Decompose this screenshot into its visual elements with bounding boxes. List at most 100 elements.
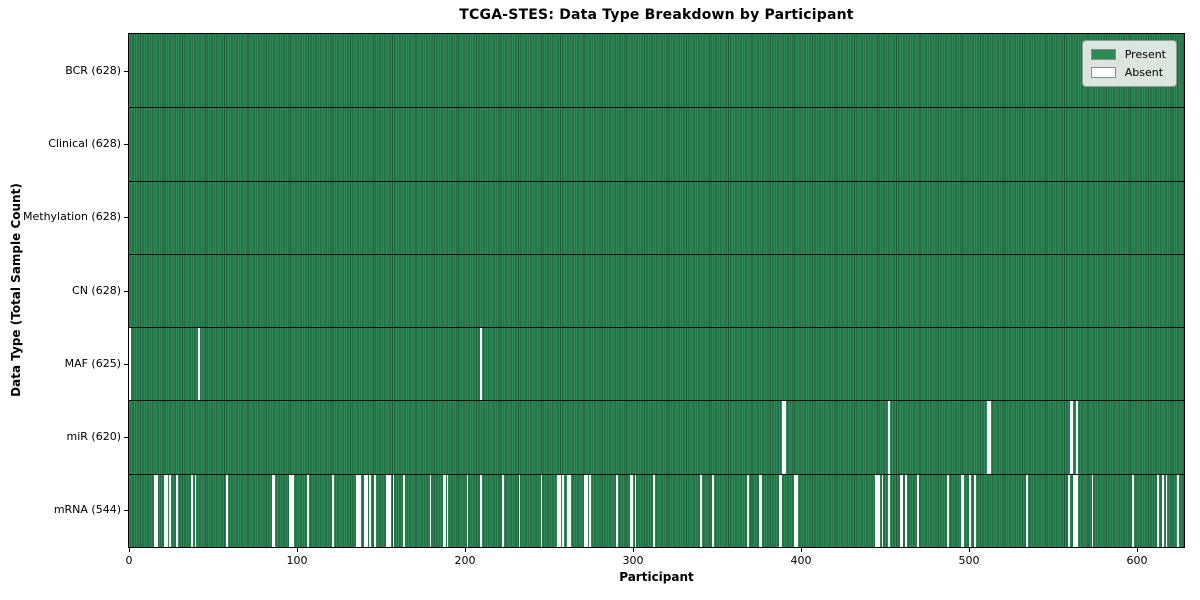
absent-line — [888, 400, 890, 474]
absent-line — [1076, 473, 1079, 547]
absent-line — [164, 473, 166, 547]
absent-line — [129, 327, 131, 401]
x-tick-mark — [464, 548, 466, 552]
y-tick-mark — [124, 217, 128, 219]
x-tick-mark — [632, 548, 634, 552]
row-separator — [129, 400, 1184, 402]
absent-line — [947, 473, 949, 547]
absent-line — [194, 473, 197, 547]
absent-line — [782, 400, 785, 474]
absent-line — [874, 473, 877, 547]
absent-line — [562, 473, 565, 547]
absent-line — [191, 473, 193, 547]
x-tick-label: 100 — [286, 554, 308, 567]
absent-line — [271, 473, 274, 547]
absent-line — [169, 473, 171, 547]
absent-line — [444, 473, 447, 547]
absent-line — [446, 473, 449, 547]
absent-line — [960, 473, 963, 547]
absent-line — [365, 473, 368, 547]
absent-line — [589, 473, 591, 547]
x-tick-label: 200 — [454, 554, 476, 567]
absent-line — [634, 473, 637, 547]
absent-line — [1073, 473, 1075, 547]
absent-line — [1026, 473, 1028, 547]
heatmap-row-BCR — [129, 34, 1184, 108]
absent-line — [901, 473, 904, 547]
absent-line — [888, 473, 890, 547]
x-tick-label: 0 — [125, 554, 133, 567]
absent-line — [288, 473, 291, 547]
x-tick-mark — [1136, 548, 1138, 552]
absent-line — [155, 473, 158, 547]
absent-line — [1068, 473, 1070, 547]
absent-line — [795, 473, 798, 547]
legend-label: Absent — [1124, 66, 1164, 79]
absent-line — [747, 473, 749, 547]
absent-line — [567, 473, 570, 547]
row-separator — [129, 473, 1184, 475]
heatmap-row-mRNA — [129, 473, 1184, 547]
absent-line — [881, 473, 884, 547]
absent-line — [1131, 473, 1134, 547]
absent-line — [197, 327, 200, 401]
x-tick-label: 500 — [958, 554, 980, 567]
legend-item-absent: Absent — [1090, 66, 1166, 79]
absent-line — [878, 473, 880, 547]
absent-line — [480, 327, 482, 401]
row-separator — [129, 253, 1184, 255]
absent-line — [1076, 400, 1079, 474]
absent-line — [987, 400, 990, 474]
legend-swatch-icon — [1090, 49, 1116, 60]
absent-line — [989, 400, 991, 474]
absent-line — [711, 473, 714, 547]
x-tick-mark — [968, 548, 970, 552]
absent-line — [307, 473, 309, 547]
absent-line — [876, 473, 879, 547]
y-tick-mark — [124, 143, 128, 145]
absent-line — [700, 473, 702, 547]
absent-line — [1091, 473, 1094, 547]
y-tick-label-CN: CN (628) — [72, 283, 121, 297]
absent-line — [962, 473, 964, 547]
absent-line — [387, 473, 390, 547]
absent-line — [1069, 400, 1072, 474]
absent-line — [357, 473, 360, 547]
absent-line — [1162, 473, 1164, 547]
absent-line — [392, 473, 395, 547]
y-tick-label-MAF: MAF (625) — [64, 356, 121, 370]
x-tick-label: 600 — [1126, 554, 1148, 567]
absent-line — [355, 473, 358, 547]
absent-line — [653, 473, 655, 547]
absent-line — [631, 473, 633, 547]
y-tick-mark — [124, 70, 128, 72]
absent-line — [569, 473, 571, 547]
x-tick-label: 300 — [622, 554, 644, 567]
y-tick-mark — [124, 363, 128, 365]
absent-line — [402, 473, 405, 547]
y-tick-mark — [124, 437, 128, 439]
absent-line — [1071, 400, 1074, 474]
heatmap-row-MAF — [129, 327, 1184, 401]
absent-line — [386, 473, 388, 547]
absent-line — [584, 473, 586, 547]
absent-line — [290, 473, 292, 547]
row-separator — [129, 327, 1184, 329]
y-tick-label-Clinical: Clinical (628) — [48, 136, 121, 150]
absent-line — [616, 473, 618, 547]
absent-line — [389, 473, 392, 547]
absent-line — [154, 473, 156, 547]
x-axis-title: Participant — [619, 570, 694, 584]
absent-line — [900, 473, 902, 547]
absent-line — [374, 473, 376, 547]
heatmap-row-miR — [129, 400, 1184, 474]
x-tick-mark — [800, 548, 802, 552]
absent-line — [359, 473, 361, 547]
y-tick-label-miR: miR (620) — [66, 430, 122, 444]
absent-line — [291, 473, 294, 547]
absent-line — [559, 473, 561, 547]
y-tick-label-BCR: BCR (628) — [65, 63, 121, 77]
x-tick-mark — [296, 548, 298, 552]
legend-swatch-icon — [1090, 67, 1116, 78]
